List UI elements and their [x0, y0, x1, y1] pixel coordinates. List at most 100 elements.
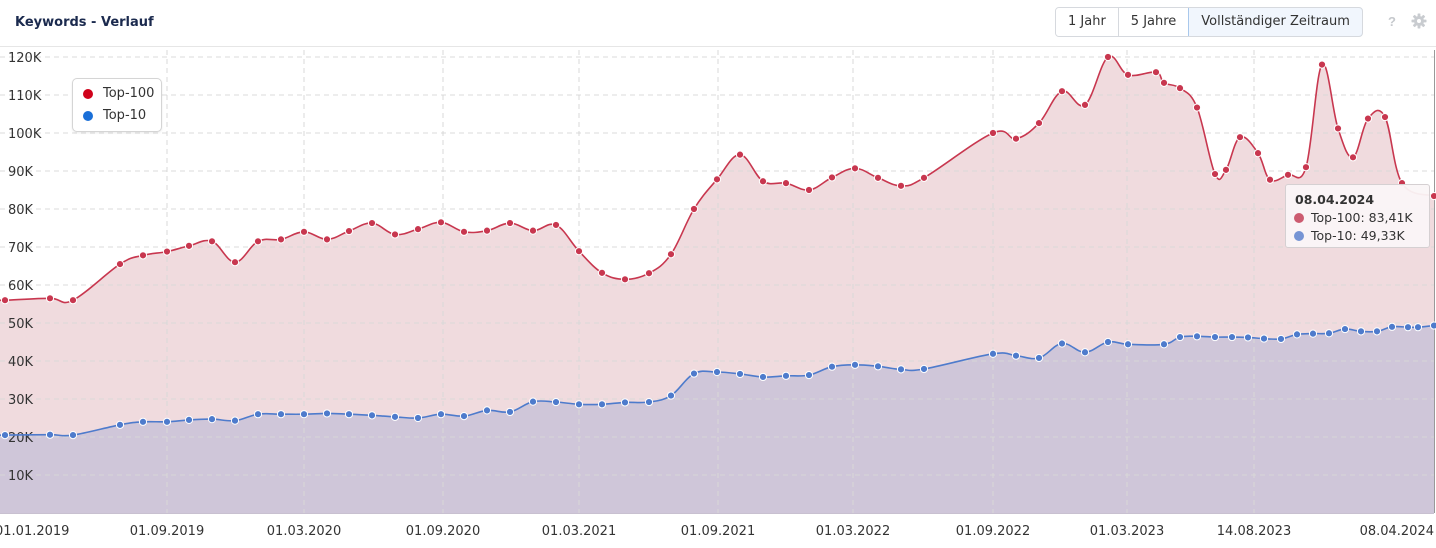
y-axis-tick: 70K [8, 241, 34, 256]
data-point [459, 412, 469, 421]
chart-title: Keywords - Verlauf [15, 15, 154, 30]
data-point [138, 417, 148, 426]
legend-label: Top-100 [103, 86, 155, 101]
data-point [735, 369, 745, 379]
y-axis-tick: 80K [8, 203, 34, 218]
data-point [1348, 153, 1358, 162]
data-point [551, 220, 561, 230]
data-point [68, 296, 78, 305]
data-point [1103, 52, 1113, 62]
data-point [597, 400, 607, 409]
data-point [528, 397, 538, 406]
data-point [712, 175, 722, 184]
data-point [1175, 84, 1185, 93]
legend-dot-top-10-icon [83, 110, 93, 121]
data-point [896, 365, 906, 374]
data-point [551, 397, 561, 407]
y-axis-tick: 50K [8, 317, 34, 332]
chart-header: Keywords - Verlauf 1 Jahr 5 Jahre Vollst… [0, 0, 1436, 47]
data-point [1011, 134, 1021, 143]
x-axis-tick: 01.09.2020 [406, 524, 480, 539]
y-axis-tick: 110K [8, 89, 42, 104]
data-point [1057, 339, 1067, 348]
data-point [1192, 332, 1202, 341]
range-5-years-button[interactable]: 5 Jahre [1118, 8, 1190, 36]
data-point [1227, 332, 1237, 342]
data-point [1317, 60, 1327, 69]
gear-icon[interactable] [1411, 13, 1427, 34]
data-point [735, 150, 745, 159]
data-point [482, 226, 492, 235]
data-point [367, 218, 377, 228]
data-point [413, 413, 423, 423]
data-point [1429, 191, 1436, 201]
y-axis-tick: 30K [8, 393, 34, 408]
keywords-area-chart[interactable]: 10K 20K 30K 40K 50K 60K 70K 80K 90K 100K 110K 120K 0… [0, 46, 1436, 548]
data-point [827, 173, 837, 182]
data-point [1276, 334, 1286, 344]
legend-label: Top-10 [103, 108, 147, 123]
range-full-period-button[interactable]: Vollständiger Zeitraum [1188, 8, 1362, 36]
data-point [1265, 175, 1275, 184]
data-point [1034, 353, 1044, 363]
data-point [207, 415, 217, 424]
data-point [138, 251, 148, 260]
y-axis-tick: 10K [8, 469, 34, 484]
data-point [162, 247, 172, 256]
data-point [896, 181, 906, 190]
y-axis-tick: 60K [8, 279, 34, 294]
data-point [1151, 68, 1161, 77]
data-point [1283, 170, 1293, 179]
data-point [988, 128, 998, 138]
data-point [344, 226, 354, 236]
legend-item-top-100[interactable]: Top-100 [83, 86, 154, 101]
help-icon[interactable]: ? [1388, 14, 1396, 29]
data-point [873, 362, 883, 371]
data-point [1259, 334, 1269, 343]
data-point [482, 406, 492, 415]
data-point [322, 235, 332, 244]
x-axis-tick: 14.08.2023 [1217, 524, 1291, 539]
data-point [253, 410, 263, 419]
tooltip-dot-top-100-icon [1294, 212, 1304, 223]
data-point [644, 397, 654, 407]
data-point [919, 364, 929, 374]
data-point [804, 370, 814, 380]
y-axis-tick: 100K [8, 127, 42, 142]
x-axis-tick: 01.03.2021 [542, 524, 616, 539]
y-axis-tick: 20K [8, 431, 34, 446]
data-point [45, 430, 55, 439]
data-point [0, 296, 10, 305]
data-point [1429, 321, 1436, 330]
legend-item-top-10[interactable]: Top-10 [83, 108, 146, 123]
data-point [253, 237, 263, 246]
data-point [850, 164, 860, 173]
chart-tooltip: 08.04.2024 Top-100: 83,41K Top-10: 49,33… [1285, 184, 1430, 248]
data-point [230, 258, 240, 267]
data-point [1011, 351, 1021, 360]
data-point [436, 410, 446, 419]
data-point [1080, 348, 1090, 357]
data-point [1372, 327, 1382, 336]
data-point [1387, 322, 1397, 331]
data-point [322, 409, 332, 418]
data-point [505, 218, 515, 228]
data-point [528, 226, 538, 235]
data-point [1210, 169, 1220, 179]
data-point [1159, 340, 1169, 349]
range-1-year-button[interactable]: 1 Jahr [1056, 8, 1119, 36]
y-axis-tick: 120K [8, 51, 42, 66]
data-point [1356, 327, 1366, 336]
data-point [45, 294, 55, 303]
x-axis-tick: 01.03.2023 [1090, 524, 1164, 539]
tooltip-dot-top-10-icon [1294, 230, 1304, 241]
data-point [367, 411, 377, 420]
data-point [758, 372, 768, 382]
data-point [459, 227, 469, 236]
data-point [184, 415, 194, 424]
x-axis-tick: 01.03.2022 [816, 524, 890, 539]
data-point [1175, 332, 1185, 342]
data-point [344, 410, 354, 419]
data-point [299, 227, 309, 236]
data-point [413, 225, 423, 234]
